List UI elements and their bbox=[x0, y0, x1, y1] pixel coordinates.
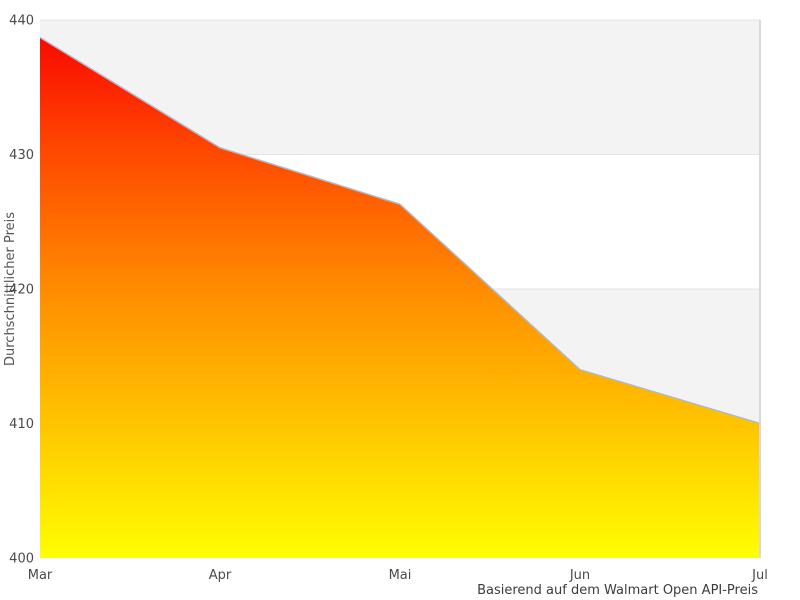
price-line bbox=[39, 36, 761, 425]
x-tick-label: Jul bbox=[751, 568, 768, 583]
chart-caption: Basierend auf dem Walmart Open API-Preis bbox=[477, 583, 758, 598]
x-tick-label: Mai bbox=[389, 568, 412, 583]
y-tick-label: 420 bbox=[9, 283, 34, 298]
y-tick-label: 410 bbox=[9, 417, 34, 432]
y-tick-label: 440 bbox=[9, 14, 34, 29]
x-tick-label: Mar bbox=[28, 568, 53, 583]
y-tick-label: 430 bbox=[9, 148, 34, 163]
y-axis-title: Durchschnittlicher Preis bbox=[3, 212, 18, 366]
y-tick-label: 400 bbox=[9, 552, 34, 567]
x-tick-label: Jun bbox=[569, 568, 590, 583]
x-tick-label: Apr bbox=[209, 568, 232, 583]
price-area bbox=[40, 37, 760, 559]
